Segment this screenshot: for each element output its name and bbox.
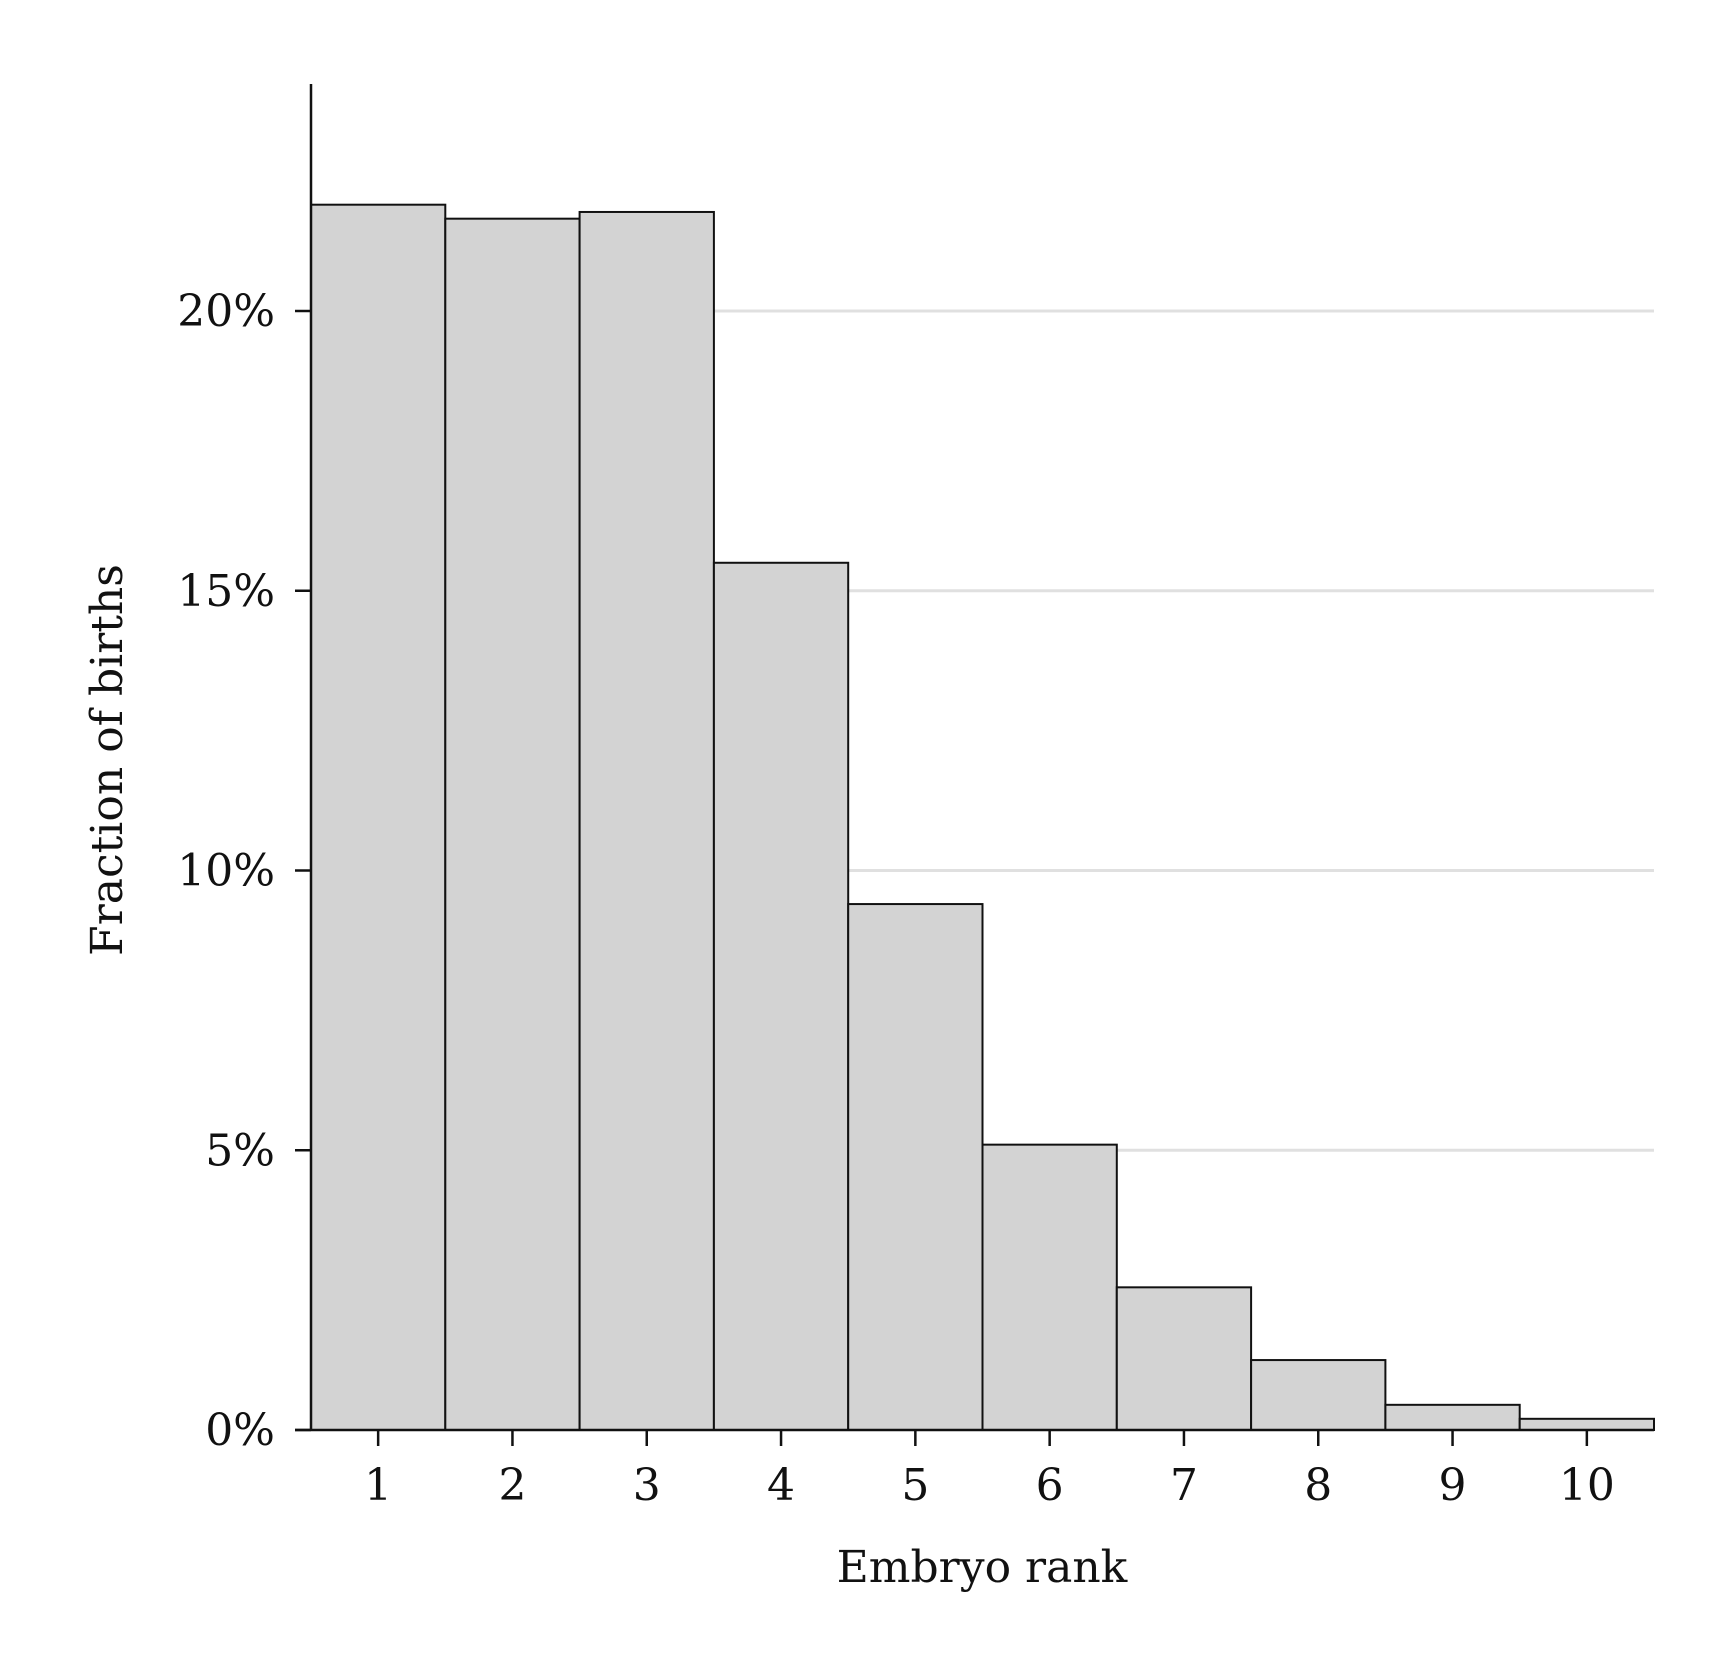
y-tick-label-1: 5%	[205, 1125, 275, 1176]
y-axis-label: Fraction of births	[82, 564, 133, 956]
ticks: 0% 5% 10% 15% 20% 1 2 3 4 5 6 7 8 9 10	[177, 286, 1615, 1511]
x-tick-label-3: 3	[633, 1460, 661, 1511]
bars	[310, 203, 1655, 1432]
x-tick-label-7: 7	[1170, 1460, 1198, 1511]
x-tick-label-1: 1	[364, 1460, 392, 1511]
x-tick-label-5: 5	[901, 1460, 929, 1511]
y-tick-label-4: 20%	[177, 286, 275, 337]
bar-rank-3	[578, 210, 715, 1431]
x-tick-label-2: 2	[498, 1460, 526, 1511]
y-tick-label-0: 0%	[205, 1405, 275, 1456]
x-tick-label-4: 4	[767, 1460, 795, 1511]
bar-rank-4	[712, 561, 850, 1431]
x-tick-label-8: 8	[1304, 1460, 1332, 1511]
bar-rank-1	[310, 203, 447, 1432]
bar-rank-6	[981, 1143, 1118, 1432]
bar-rank-2	[444, 217, 581, 1431]
y-tick-label-3: 15%	[177, 566, 275, 617]
x-tick-label-9: 9	[1439, 1460, 1467, 1511]
y-tick-label-2: 10%	[177, 846, 275, 897]
bar-rank-10	[1518, 1417, 1655, 1432]
bar-rank-9	[1384, 1403, 1521, 1432]
x-axis-label: Embryo rank	[837, 1542, 1128, 1593]
axes	[295, 84, 1654, 1432]
x-tick-label-10: 10	[1559, 1460, 1615, 1511]
bar-rank-8	[1250, 1359, 1387, 1431]
x-tick-label-6: 6	[1036, 1460, 1064, 1511]
bar-rank-5	[847, 903, 984, 1431]
bar-rank-7	[1115, 1286, 1253, 1432]
